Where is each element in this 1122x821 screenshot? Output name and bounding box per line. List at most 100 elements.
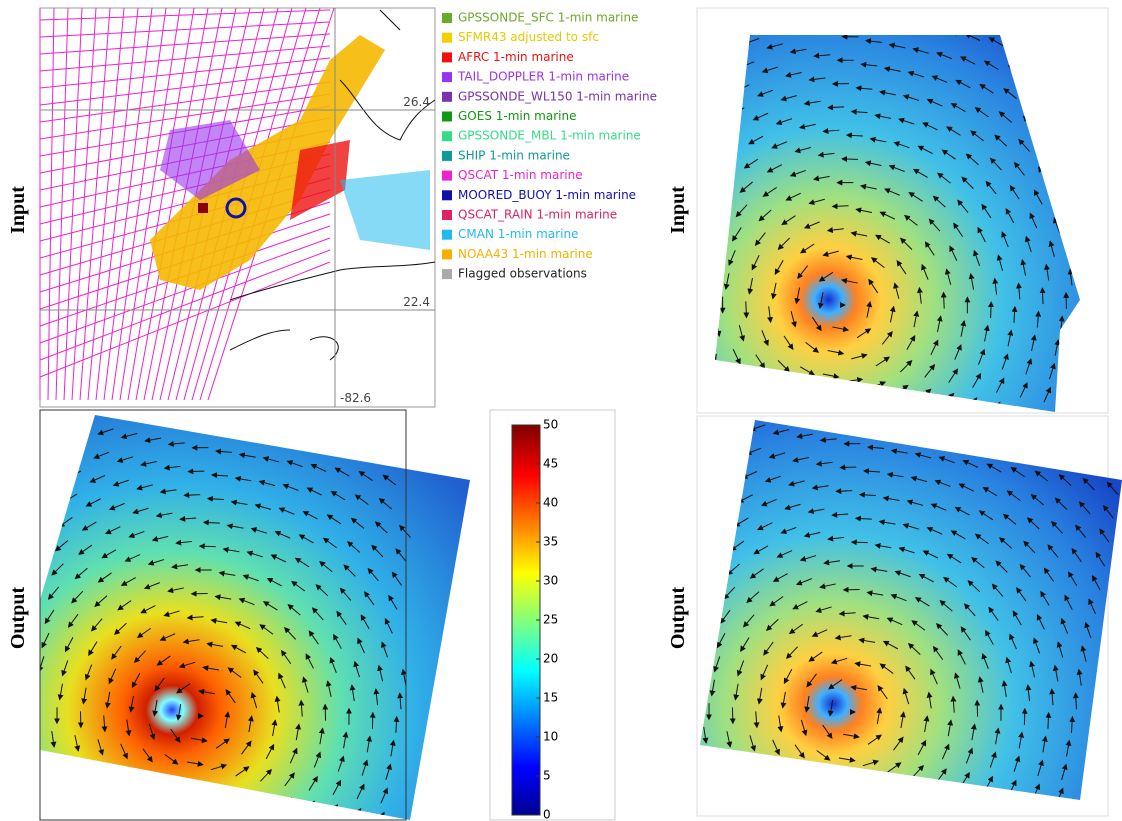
legend-swatch [442, 170, 452, 181]
track [39, 93, 331, 140]
wind-arrow [944, 268, 952, 285]
lat-label: 26.4 [403, 95, 430, 109]
wind-arrow [827, 535, 845, 542]
wind-arrow [85, 498, 101, 507]
wind-arrow [912, 168, 928, 178]
wind-arrow [723, 273, 730, 290]
wind-arrow [926, 98, 943, 107]
wind-arrow [44, 609, 55, 625]
wind-arrow [253, 669, 264, 684]
wind-arrow [977, 676, 984, 693]
legend-swatch [442, 32, 452, 43]
wind-arrow [151, 535, 169, 542]
wind-arrow [241, 740, 252, 755]
wind-arrow [946, 126, 961, 136]
wind-arrow [278, 507, 295, 515]
wind-arrow [1048, 240, 1055, 257]
wind-arrow [164, 754, 179, 765]
wind-arrow [1067, 571, 1078, 586]
wind-arrow [1049, 362, 1056, 380]
wind-arrow [1051, 520, 1063, 534]
wind-arrow [78, 544, 93, 555]
track [87, 7, 125, 401]
wind-arrow [318, 727, 325, 745]
wind-arrow [206, 641, 224, 648]
wind-arrow [911, 764, 925, 778]
wind-arrow [940, 291, 947, 309]
wind-arrow [934, 479, 951, 487]
wind-arrow [108, 502, 125, 511]
wind-arrow [907, 642, 921, 656]
wind-arrow [274, 530, 291, 539]
wind-arrow [972, 372, 982, 388]
wind-arrow [64, 637, 74, 653]
wind-arrow [970, 130, 984, 142]
wind-arrow [81, 521, 97, 531]
wind-arrow [397, 692, 404, 710]
wind-arrow [860, 183, 877, 190]
wind-arrow [913, 310, 920, 328]
wind-arrow [71, 590, 84, 604]
wind-arrow [867, 734, 882, 745]
wind-arrow [716, 633, 726, 649]
wind-arrow [332, 779, 342, 795]
wind-arrow [361, 759, 369, 776]
wind-arrow [1025, 684, 1032, 702]
wind-arrow [755, 354, 766, 369]
wind-arrow [286, 460, 303, 468]
wind-arrow [862, 613, 880, 620]
wind-arrow [97, 739, 105, 756]
wind-arrow [955, 79, 971, 89]
wind-arrow [259, 624, 274, 635]
wind-arrow [788, 480, 805, 487]
wind-arrow [769, 596, 784, 607]
wind-arrow [1064, 594, 1073, 610]
wind-arrow [866, 590, 884, 597]
wind-arrow [1016, 587, 1027, 602]
wind-arrow [1019, 382, 1028, 398]
wind-arrow [774, 259, 784, 275]
wind-arrow [171, 563, 189, 570]
wind-arrow [985, 629, 994, 645]
legend-swatch [442, 249, 452, 260]
wind-arrow [280, 649, 292, 665]
wind-arrow [906, 335, 916, 351]
wind-arrow [132, 507, 149, 515]
wind-arrow [380, 641, 389, 658]
wind-arrow [869, 136, 887, 143]
wind-arrow [147, 559, 165, 566]
legend-swatch [442, 13, 452, 23]
wind-arrow [393, 715, 400, 733]
wind-arrow [311, 607, 324, 621]
wind-arrow [795, 578, 812, 586]
wind-arrow [823, 559, 841, 566]
wind-arrow [1023, 540, 1036, 554]
wind-arrow [834, 634, 852, 641]
wind-arrow [918, 573, 934, 583]
wind-arrow [761, 66, 779, 74]
wind-arrow [1056, 641, 1064, 658]
wind-arrow [870, 566, 888, 573]
wind-arrow [270, 554, 287, 563]
wind-arrow [1092, 575, 1101, 591]
wind-arrow [789, 48, 807, 55]
wind-arrow [799, 243, 815, 254]
colorbar-label: 40 [543, 496, 558, 510]
wind-arrow [995, 560, 1008, 573]
wind-arrow [772, 739, 780, 756]
wind-arrow [827, 349, 845, 356]
wind-arrow [977, 226, 986, 243]
wind-arrow [226, 523, 244, 530]
wind-arrow [271, 719, 278, 737]
wind-arrow [105, 526, 121, 535]
wind-arrow [262, 601, 278, 611]
wind-arrow [291, 580, 306, 592]
wind-arrow [227, 667, 242, 678]
wind-arrow [330, 490, 346, 501]
wind-arrow [175, 539, 193, 546]
wind-arrow [959, 56, 976, 65]
wind-arrow [148, 723, 156, 741]
wind-arrow [805, 341, 820, 353]
wind-arrow [170, 728, 181, 743]
